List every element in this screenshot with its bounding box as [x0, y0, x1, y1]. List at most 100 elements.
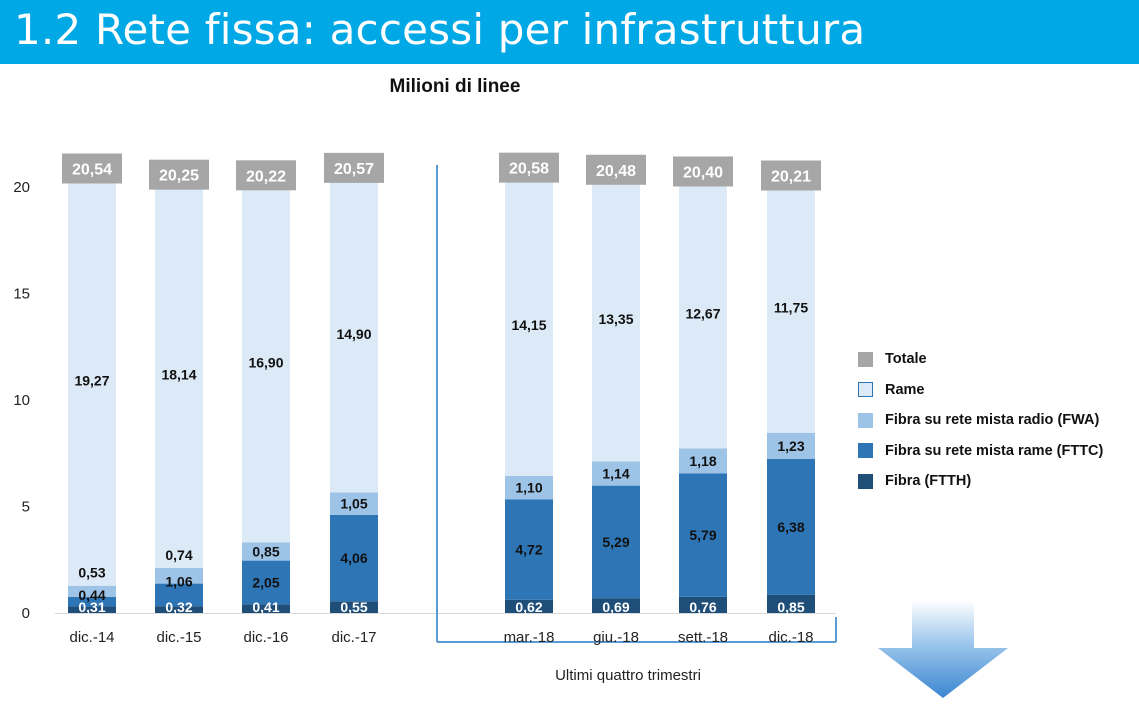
- data-label-fttc: 0,44: [78, 587, 105, 603]
- legend-item-rame: Rame: [858, 375, 1103, 406]
- data-label-fwa: 1,18: [689, 453, 716, 469]
- data-label-fttc: 4,72: [515, 542, 542, 558]
- total-label: 20,58: [509, 161, 549, 178]
- x-tick-label: mar.-18: [504, 629, 555, 646]
- data-label-rame: 16,90: [248, 355, 283, 371]
- bar-segment-ftth: [330, 601, 378, 613]
- x-tick-label: giu.-18: [593, 629, 639, 646]
- bar-segment-ftth: [505, 599, 553, 613]
- page-title: 1.2 Rete fissa: accessi per infrastruttu…: [14, 5, 866, 54]
- bar-segment-rame: [767, 182, 815, 433]
- data-label-fwa: 0,74: [165, 547, 192, 563]
- bar-segment-rame: [592, 176, 640, 462]
- data-label-fwa: 1,23: [777, 438, 804, 454]
- x-tick-label: dic.-14: [69, 629, 114, 646]
- legend-label-fttc: Fibra su rete mista rame (FTTC): [885, 442, 1104, 459]
- down-arrow-icon: [878, 600, 1008, 698]
- legend-label-rame: Rame: [885, 381, 925, 398]
- data-label-fwa: 0,53: [78, 565, 105, 581]
- bar-segment-ftth: [242, 604, 290, 613]
- bar-segment-fwa: [679, 448, 727, 474]
- data-label-fwa: 1,10: [515, 480, 542, 496]
- total-label: 20,25: [159, 168, 199, 185]
- total-label: 20,57: [334, 161, 374, 178]
- data-label-fwa: 1,14: [602, 465, 629, 481]
- data-label-fttc: 5,29: [602, 534, 629, 550]
- group-annotation: Ultimi quattro trimestri: [555, 667, 701, 684]
- data-label-fttc: 2,05: [252, 574, 279, 590]
- bar-segment-fttc: [330, 514, 378, 602]
- legend-swatch-rame: [858, 382, 873, 398]
- header-bar: 1.2 Rete fissa: accessi per infrastruttu…: [0, 0, 1139, 64]
- bar-segment-fttc: [68, 597, 116, 607]
- bar-segment-fwa: [155, 567, 203, 584]
- data-label-ftth: 0,69: [602, 599, 629, 615]
- x-tick-label: dic.-17: [331, 629, 376, 646]
- total-box: [586, 154, 646, 185]
- legend-swatch-fttc: [858, 443, 873, 459]
- y-tick-label: 20: [13, 179, 30, 196]
- x-tick-label: dic.-15: [156, 629, 201, 646]
- legend-item-fwa: Fibra su rete mista radio (FWA): [858, 405, 1103, 436]
- bar-segment-rame: [505, 174, 553, 476]
- legend-label-totale: Totale: [885, 351, 927, 368]
- total-box: [499, 152, 559, 183]
- x-tick-label: dic.-16: [243, 629, 288, 646]
- data-label-rame: 19,27: [74, 373, 109, 389]
- data-label-rame: 13,35: [598, 311, 633, 327]
- bar-segment-ftth: [155, 606, 203, 613]
- bar-segment-fwa: [767, 432, 815, 460]
- data-label-fwa: 0,85: [252, 544, 279, 560]
- total-box: [673, 156, 733, 187]
- data-label-fttc: 5,79: [689, 527, 716, 543]
- bar-segment-ftth: [68, 606, 116, 613]
- y-tick-label: 10: [13, 392, 30, 409]
- legend-label-ftth: Fibra (FTTH): [885, 473, 972, 490]
- total-label: 20,21: [771, 169, 811, 186]
- y-tick-label: 15: [13, 286, 30, 303]
- bar-segment-ftth: [767, 594, 815, 613]
- bar-segment-fttc: [155, 583, 203, 607]
- bar-segment-fwa: [330, 492, 378, 515]
- data-label-ftth: 0,41: [252, 599, 279, 615]
- legend-swatch-fwa: [858, 412, 873, 428]
- y-tick-label: 5: [22, 499, 30, 516]
- total-label: 20,48: [596, 163, 636, 180]
- bar-segment-fwa: [505, 475, 553, 500]
- data-label-ftth: 0,31: [78, 599, 105, 615]
- total-label: 20,40: [683, 164, 723, 181]
- x-tick-label: dic.-18: [768, 629, 813, 646]
- data-label-rame: 12,67: [685, 305, 720, 321]
- data-label-ftth: 0,55: [340, 599, 367, 615]
- legend-swatch-ftth: [858, 473, 873, 489]
- data-label-rame: 11,75: [774, 300, 808, 316]
- bar-segment-rame: [330, 175, 378, 493]
- bar-segment-fttc: [592, 485, 640, 599]
- bar-segment-ftth: [679, 596, 727, 613]
- data-label-ftth: 0,85: [777, 599, 804, 615]
- data-label-rame: 14,15: [511, 317, 546, 333]
- bar-segment-rame: [242, 182, 290, 543]
- chart-legend: Totale Rame Fibra su rete mista radio (F…: [858, 344, 1103, 497]
- data-label-fttc: 4,06: [340, 550, 367, 566]
- bar-segment-fwa: [68, 585, 116, 598]
- total-box: [324, 152, 384, 183]
- bar-segment-rame: [679, 178, 727, 449]
- legend-item-ftth: Fibra (FTTH): [858, 466, 1103, 497]
- total-box: [761, 160, 821, 191]
- y-tick-label: 0: [22, 605, 30, 622]
- legend-item-fttc: Fibra su rete mista rame (FTTC): [858, 436, 1103, 467]
- chart-title: Milioni di linee: [390, 76, 521, 97]
- data-label-fwa: 1,05: [340, 496, 367, 512]
- total-box: [62, 153, 122, 184]
- bar-segment-ftth: [592, 598, 640, 613]
- bar-segment-fwa: [242, 542, 290, 561]
- legend-label-fwa: Fibra su rete mista radio (FWA): [885, 412, 1100, 429]
- data-label-ftth: 0,32: [165, 599, 192, 615]
- legend-swatch-totale: [858, 351, 873, 367]
- data-label-ftth: 0,62: [515, 599, 542, 615]
- data-label-fttc: 1,06: [165, 574, 192, 590]
- bar-segment-fttc: [767, 459, 815, 595]
- x-tick-label: sett.-18: [678, 629, 728, 646]
